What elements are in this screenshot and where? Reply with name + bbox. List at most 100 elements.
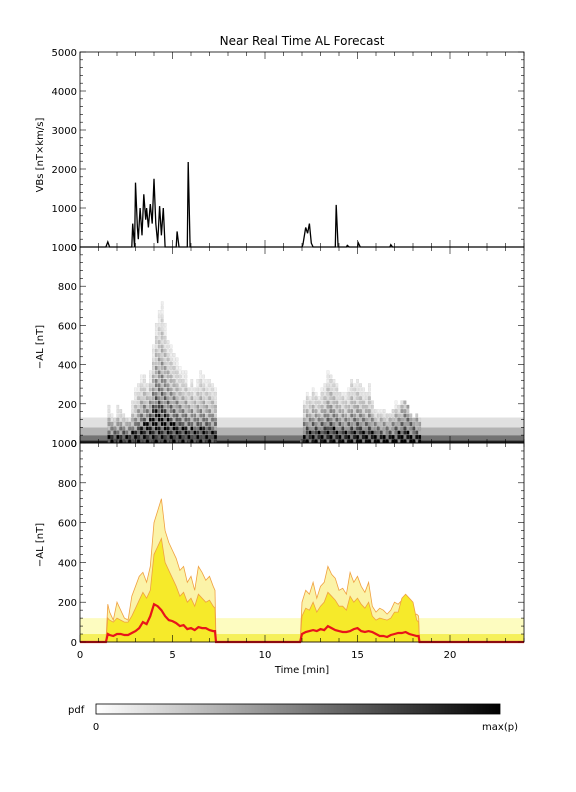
heatmap-cell — [172, 391, 176, 396]
heatmap-cell — [143, 396, 146, 401]
heatmap-cell — [157, 322, 161, 327]
heatmap-cell — [391, 439, 395, 444]
heatmap-cell — [415, 439, 419, 444]
heatmap-cell — [149, 379, 152, 383]
heatmap-cell — [116, 417, 120, 422]
heatmap-cell — [134, 400, 137, 405]
heatmap-cell — [302, 409, 306, 413]
heatmap-cell — [196, 379, 200, 383]
heatmap-cell — [122, 426, 126, 431]
heatmap-cell — [163, 353, 167, 357]
heatmap-cell — [187, 404, 191, 409]
heatmap-cell — [350, 404, 353, 409]
heatmap-cell — [365, 391, 368, 396]
heatmap-cell — [332, 383, 336, 388]
heatmap-ytick-label: 1000 — [52, 243, 77, 254]
heatmap-cell — [202, 417, 205, 422]
heatmap-cell — [320, 426, 324, 431]
heatmap-cell — [365, 435, 368, 439]
heatmap-cell — [172, 396, 176, 401]
heatmap-cell — [368, 409, 371, 413]
heatmap-cell — [151, 353, 155, 357]
heatmap-cell — [214, 391, 217, 396]
heatmap-cell — [202, 413, 205, 418]
heatmap-cell — [178, 404, 182, 409]
heatmap-cell — [335, 387, 339, 392]
heatmap-cell — [406, 426, 410, 431]
heatmap-cell — [341, 422, 345, 426]
heatmap-cell — [169, 361, 173, 366]
heatmap-cell — [308, 417, 312, 422]
heatmap-cell — [160, 353, 164, 357]
heatmap-cell — [160, 426, 164, 431]
heatmap-cell — [184, 409, 188, 413]
heatmap-cell — [119, 439, 123, 444]
heatmap-cell — [211, 383, 214, 388]
heatmap-cell — [314, 435, 318, 439]
heatmap-cell — [326, 379, 330, 383]
heatmap-cell — [335, 413, 339, 418]
heatmap-cell — [196, 387, 200, 392]
heatmap-cell — [137, 439, 140, 444]
heatmap-cell — [157, 435, 161, 439]
heatmap-cell — [320, 396, 324, 401]
heatmap-cell — [353, 417, 356, 422]
heatmap-cell — [368, 439, 371, 444]
heatmap-cell — [415, 413, 419, 418]
heatmap-cell — [146, 439, 149, 444]
heatmap-cell — [190, 400, 194, 405]
heatmap-cell — [314, 409, 318, 413]
panel-al-heatmap-ylabel: −AL [nT] — [35, 325, 46, 369]
heatmap-cell — [326, 422, 330, 426]
heatmap-cell — [353, 396, 356, 401]
heatmap-cell — [160, 409, 164, 413]
heatmap-cell — [308, 400, 312, 405]
heatmap-cell — [214, 426, 217, 431]
heatmap-cell — [335, 417, 339, 422]
heatmap-cell — [113, 435, 117, 439]
heatmap-cell — [151, 387, 155, 392]
heatmap-cell — [329, 413, 333, 418]
heatmap-cell — [400, 404, 404, 409]
heatmap-cell — [146, 426, 149, 431]
heatmap-cell — [365, 396, 368, 401]
heatmap-cell — [199, 439, 203, 444]
heatmap-cell — [196, 409, 200, 413]
heatmap-cell — [362, 435, 365, 439]
heatmap-cell — [143, 409, 146, 413]
heatmap-cell — [199, 383, 203, 388]
heatmap-cell — [190, 404, 194, 409]
heatmap-cell — [122, 417, 126, 422]
heatmap-cell — [178, 374, 182, 379]
heatmap-cell — [382, 422, 386, 426]
heatmap-cell — [116, 413, 120, 418]
heatmap-cell — [199, 426, 203, 431]
heatmap-cell — [373, 422, 377, 426]
heatmap-cell — [137, 391, 140, 396]
heatmap-cell — [146, 417, 149, 422]
heatmap-cell — [163, 391, 167, 396]
heatmap-cell — [332, 391, 336, 396]
heatmap-cell — [314, 422, 318, 426]
heatmap-cell — [329, 439, 333, 444]
heatmap-cell — [163, 417, 167, 422]
heatmap-cell — [175, 439, 179, 444]
heatmap-cell — [332, 413, 336, 418]
heatmap-cell — [338, 409, 342, 413]
heatmap-cell — [308, 422, 312, 426]
heatmap-cell — [400, 400, 404, 405]
heatmap-cell — [406, 404, 410, 409]
heatmap-cell — [196, 404, 200, 409]
heatmap-cell — [193, 435, 197, 439]
heatmap-cell — [116, 430, 120, 435]
heatmap-cell — [335, 439, 339, 444]
heatmap-cell — [205, 426, 208, 431]
heatmap-cell — [394, 426, 398, 431]
heatmap-cell — [119, 413, 123, 418]
heatmap-cell — [137, 413, 140, 418]
heatmap-cell — [371, 404, 374, 409]
heatmap-cell — [314, 400, 318, 405]
heatmap-cell — [128, 430, 131, 435]
colorbar: pdf 0 max(p) — [68, 703, 518, 733]
